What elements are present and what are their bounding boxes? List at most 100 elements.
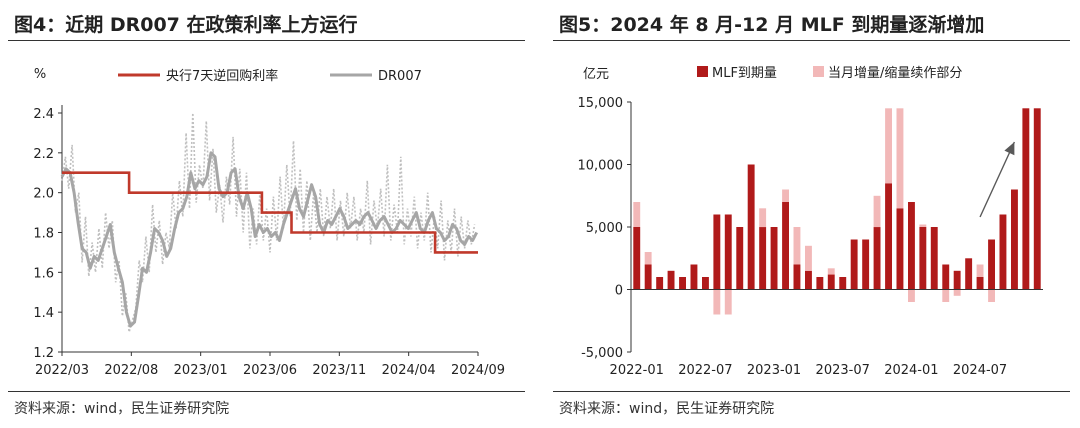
policy-rate-line (62, 171, 478, 254)
y-tick-label: 10,000 (578, 159, 624, 174)
mlf-bar (759, 227, 767, 290)
net-bar (953, 289, 961, 296)
mlf-bar (953, 270, 961, 290)
net-bar (827, 268, 835, 275)
net-bar (644, 252, 652, 265)
legend-dr007-label: DR007 (378, 69, 422, 84)
figure-5-chart: 亿元 -5,000 0 5,000 10,000 15,000 2022-01 2022-07… (578, 65, 1043, 378)
mlf-bar (805, 270, 812, 290)
net-bar (885, 108, 892, 184)
mlf-bar (679, 277, 686, 290)
net-bar (896, 108, 904, 209)
mlf-bar (1033, 108, 1041, 290)
figure-4-source: 资料来源：wind，民生证券研究院 (14, 401, 230, 417)
net-bar (942, 289, 950, 302)
x-tick-label: 2024-01 (884, 363, 938, 378)
y-tick-label: 1.6 (33, 266, 54, 281)
net-bar (793, 227, 801, 265)
mlf-bar (999, 214, 1007, 290)
net-bar (782, 189, 789, 202)
figure-4-bottom-rule (8, 391, 525, 392)
mlf-bar (656, 277, 664, 290)
figure-4-top-rule (8, 40, 525, 41)
x-tick-label: 2022/03 (35, 363, 89, 378)
mlf-bar (919, 227, 927, 290)
x-tick-label: 2022/08 (104, 363, 158, 378)
figure-5-title: 图5：2024 年 8 月-12 月 MLF 到期量逐渐增加 (559, 14, 985, 36)
x-tick-label: 2022-01 (610, 363, 664, 378)
legend-mlf-label: MLF到期量 (712, 66, 777, 81)
net-bar (713, 289, 721, 315)
y-tick-label: 1.2 (33, 346, 54, 361)
net-bar (805, 245, 812, 271)
mlf-bar (736, 227, 744, 290)
mlf-bar (782, 202, 789, 290)
mlf-bar (862, 239, 870, 290)
mlf-bar (988, 239, 995, 290)
x-tick-label: 2023-01 (747, 363, 801, 378)
y-tick-label: 2.4 (33, 107, 54, 122)
y-tick-label: -5,000 (581, 346, 623, 361)
net-bar (724, 289, 732, 315)
x-tick-label: 2023/06 (243, 363, 297, 378)
trend-arrow-head (1004, 142, 1015, 156)
net-bar (873, 195, 881, 228)
mlf-bar (965, 258, 973, 290)
y-tick-label: 2.0 (33, 187, 54, 202)
x-tick-label: 2023/01 (174, 363, 228, 378)
net-bar (908, 289, 915, 302)
y-axis-unit-label: % (34, 67, 46, 82)
y-tick-label: 15,000 (578, 96, 624, 111)
y-tick-label: 5,000 (586, 221, 623, 236)
mlf-bar (690, 264, 698, 290)
dr007-line (60, 151, 479, 328)
mlf-bar (896, 208, 904, 290)
x-tick-label: 2024-07 (953, 363, 1007, 378)
mlf-bar (873, 227, 881, 290)
legend-policy-rate-label: 央行7天逆回购利率 (166, 68, 278, 84)
mlf-bar (713, 214, 721, 290)
mlf-bar (770, 227, 778, 290)
mlf-bar (667, 270, 675, 290)
mlf-bar (930, 227, 938, 290)
mlf-bar (816, 277, 824, 290)
figure-4-panel: 图4：近期 DR007 在政策利率上方运行 % 1.2 1.4 1.6 1.8 2.0 2.… (0, 0, 535, 428)
mlf-bar (850, 239, 858, 290)
x-tick-label: 2024/04 (382, 363, 436, 378)
mlf-bar (1022, 108, 1030, 290)
net-bar (976, 264, 984, 277)
legend-net-label: 当月增量/缩量续作部分 (828, 65, 962, 81)
x-tick-label: 2023-07 (816, 363, 870, 378)
mlf-bar (942, 264, 950, 290)
figure-5-bottom-rule (553, 391, 1070, 392)
x-tick-label: 2024/09 (451, 363, 505, 378)
y-tick-label: 2.2 (33, 147, 54, 162)
mlf-bar (644, 264, 652, 290)
mlf-bar (827, 274, 835, 290)
trend-arrow-shaft (979, 141, 1016, 218)
y-tick-label: 0 (615, 284, 623, 299)
mlf-bar (793, 264, 801, 290)
figure-4-chart: % 1.2 1.4 1.6 1.8 2.0 2.2 2.4 2022/03 2022/08 2023… (33, 67, 505, 378)
figure-5-top-rule (553, 40, 1070, 41)
figure-4-title: 图4：近期 DR007 在政策利率上方运行 (14, 14, 358, 36)
y-axis-unit-label: 亿元 (583, 67, 609, 82)
legend-mlf-swatch (697, 66, 708, 77)
mlf-bar (839, 277, 847, 290)
mlf-bar (976, 277, 984, 290)
mlf-bar (885, 183, 892, 290)
net-bar (759, 208, 767, 228)
x-tick-label: 2022-07 (678, 363, 732, 378)
figure-5-panel: 图5：2024 年 8 月-12 月 MLF 到期量逐渐增加 亿元 -5,000 0… (545, 0, 1080, 428)
mlf-bar (908, 202, 915, 290)
mlf-bar (747, 164, 755, 290)
mlf-bar (1011, 189, 1018, 290)
x-tick-label: 2023/11 (312, 363, 366, 378)
mlf-bar (633, 227, 641, 290)
figure-5-source: 资料来源：wind，民生证券研究院 (559, 401, 775, 417)
net-bar (919, 224, 927, 227)
mlf-bar (702, 277, 709, 290)
mlf-bar (724, 214, 732, 290)
legend-net-swatch (813, 66, 824, 77)
net-bar (988, 289, 995, 302)
